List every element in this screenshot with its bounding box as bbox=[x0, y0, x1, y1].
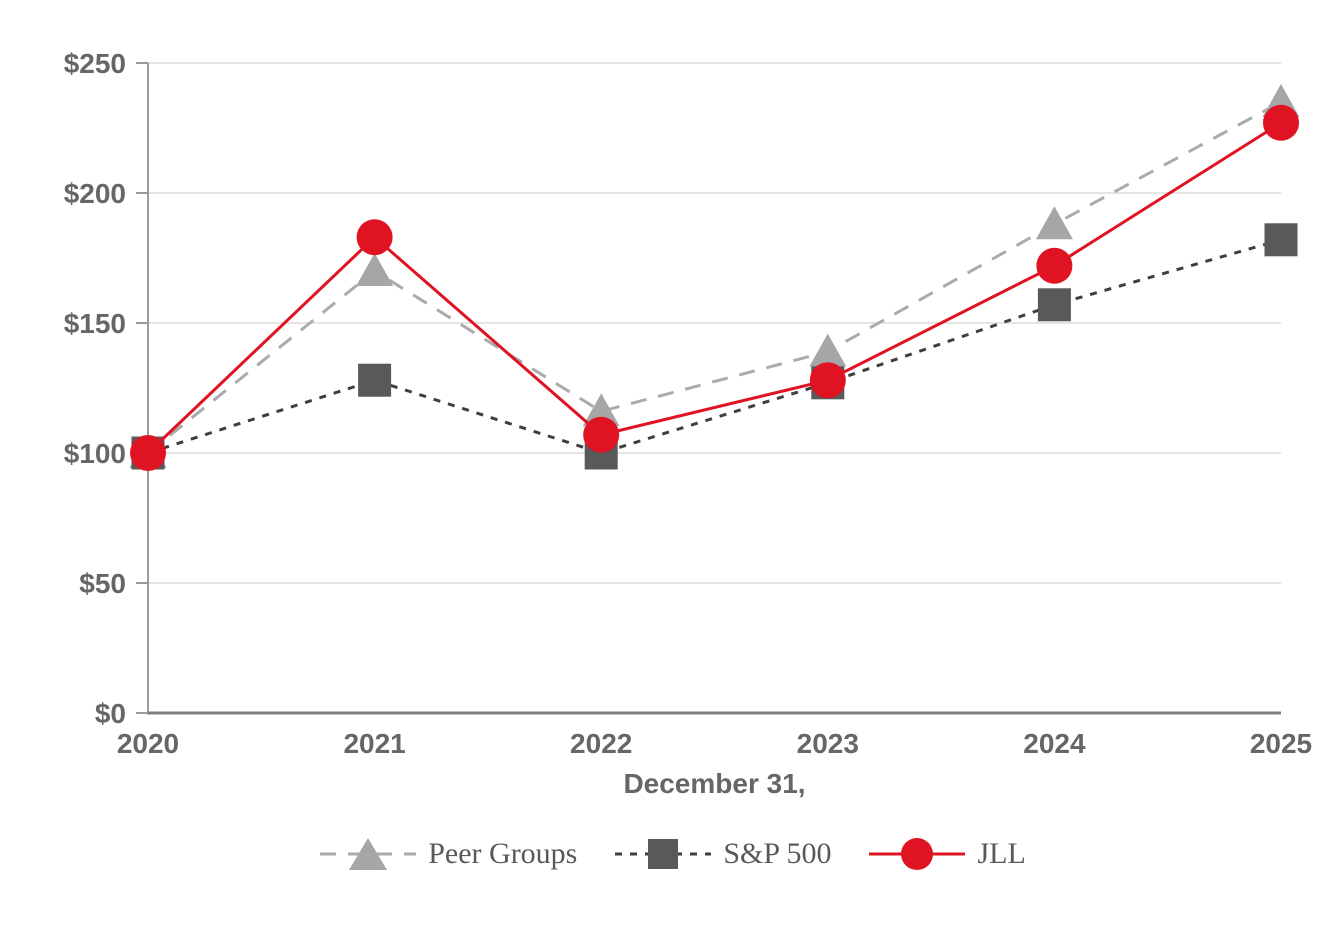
jll-circle-solid-icon bbox=[869, 838, 966, 870]
x-tick-label: 2023 bbox=[797, 728, 859, 759]
x-tick-label: 2024 bbox=[1023, 728, 1086, 759]
point-s-p-500-2024 bbox=[1037, 288, 1071, 322]
series-line-peer-groups bbox=[147, 100, 1282, 455]
legend-item-peer-groups: Peer Groups bbox=[318, 832, 577, 876]
sp500-square-dashed-icon bbox=[615, 839, 712, 869]
axes: $0 $50 $100 $150 $200 $250 2020 2021 2022 2023 202… bbox=[64, 48, 1312, 759]
point-jll-2023 bbox=[809, 362, 846, 399]
series-line-s-p-500 bbox=[147, 238, 1282, 455]
point-jll-2022 bbox=[583, 416, 620, 453]
point-jll-2020 bbox=[130, 435, 166, 471]
y-tick-label: $50 bbox=[79, 568, 126, 599]
peer-groups-triangle-dashed-icon bbox=[320, 838, 417, 870]
series-jll bbox=[130, 104, 1299, 471]
legend-label-jll: JLL bbox=[977, 837, 1026, 870]
point-s-p-500-2021 bbox=[358, 363, 392, 397]
legend-label-peer-groups: Peer Groups bbox=[428, 837, 578, 870]
point-peer-groups-2021 bbox=[356, 253, 394, 286]
x-axis-title: December 31, bbox=[623, 768, 806, 799]
x-tick-label: 2022 bbox=[570, 728, 632, 759]
y-tick-label: $150 bbox=[64, 308, 126, 339]
point-peer-groups-2022 bbox=[582, 393, 620, 427]
point-s-p-500-2025 bbox=[1264, 223, 1298, 257]
point-jll-2025 bbox=[1263, 104, 1299, 141]
point-jll-2024 bbox=[1036, 247, 1073, 284]
gridlines bbox=[148, 62, 1281, 584]
y-tick-label: $200 bbox=[64, 178, 126, 209]
point-peer-groups-2023 bbox=[809, 333, 847, 367]
x-tick-label: 2025 bbox=[1250, 728, 1312, 759]
x-tick-label: 2021 bbox=[343, 728, 405, 759]
legend-item-jll: JLL bbox=[867, 832, 1026, 876]
y-tick-label: $250 bbox=[64, 48, 126, 79]
legend-item-sp500: S&P 500 bbox=[613, 832, 831, 876]
y-tick-label: $0 bbox=[95, 698, 126, 729]
y-tick-label: $100 bbox=[64, 438, 126, 469]
point-jll-2021 bbox=[356, 219, 393, 256]
series-peer-groups bbox=[129, 84, 1300, 468]
chart-legend: Peer Groups S&P 500 JLL bbox=[0, 832, 1344, 876]
series-line-jll bbox=[146, 121, 1282, 455]
point-peer-groups-2024 bbox=[1035, 206, 1073, 240]
series-s-p-500 bbox=[131, 223, 1298, 470]
x-tick-label: 2020 bbox=[117, 728, 179, 759]
legend-label-sp500: S&P 500 bbox=[723, 837, 832, 870]
